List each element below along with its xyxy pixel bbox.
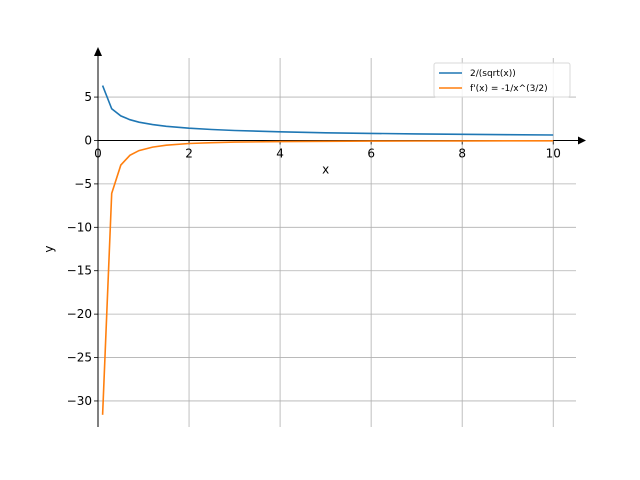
x-tick-label: 2 xyxy=(185,146,193,160)
x-tick-label: 10 xyxy=(546,146,561,160)
series-line-2 xyxy=(101,140,554,415)
legend-label: 2/(sqrt(x)) xyxy=(470,69,516,79)
y-tick-label: −25 xyxy=(67,351,92,365)
x-tick-label: 0 xyxy=(94,146,102,160)
y-axis-label: y xyxy=(42,245,56,252)
tick-labels: 0 2 4 6 8 10 5 0 −5 −10 −15 −20 −25 −30 xyxy=(67,90,561,408)
x-axis-label: x xyxy=(322,162,329,176)
y-tick-label: −20 xyxy=(67,307,92,321)
y-axis-arrow xyxy=(94,47,102,56)
series-group xyxy=(101,85,554,415)
x-tick-label: 4 xyxy=(276,146,284,160)
legend-label: f'(x) = -1/x^(3/2) xyxy=(470,84,548,94)
x-tick-label: 6 xyxy=(367,146,375,160)
legend: 2/(sqrt(x)) f'(x) = -1/x^(3/2) xyxy=(433,62,571,98)
grid xyxy=(98,58,576,427)
legend-box xyxy=(433,62,571,98)
series-line-1 xyxy=(101,85,554,136)
y-tick-label: 0 xyxy=(84,133,92,147)
axes xyxy=(94,47,586,427)
y-tick-label: −5 xyxy=(74,177,92,191)
y-tick-label: −15 xyxy=(67,264,92,278)
x-tick-label: 8 xyxy=(458,146,466,160)
x-axis-arrow xyxy=(578,136,586,145)
y-tick-label: −30 xyxy=(67,394,92,408)
y-tick-label: 5 xyxy=(84,90,92,104)
y-tick-label: −10 xyxy=(67,220,92,234)
